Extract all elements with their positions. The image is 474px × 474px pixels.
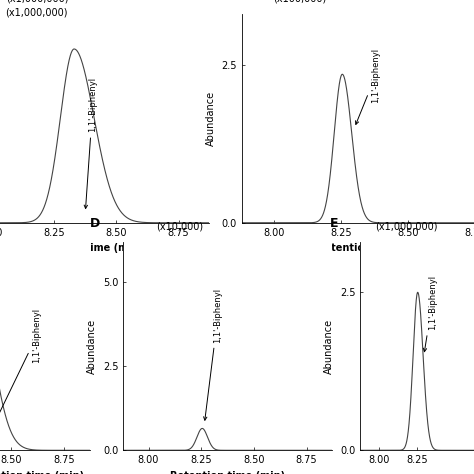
- Y-axis label: Abundance: Abundance: [206, 91, 216, 146]
- Text: 1,1'-Biphenyl: 1,1'-Biphenyl: [0, 308, 41, 438]
- Text: 1,1'-Biphenyl: 1,1'-Biphenyl: [84, 77, 97, 209]
- X-axis label: Retention time (min): Retention time (min): [170, 471, 285, 474]
- Text: B: B: [205, 0, 214, 2]
- Y-axis label: Abundance: Abundance: [87, 319, 97, 374]
- X-axis label: Retention time (min): Retention time (min): [28, 243, 143, 253]
- Y-axis label: Abundance: Abundance: [324, 319, 334, 374]
- Text: D: D: [90, 217, 100, 230]
- Text: 1,1'-Biphenyl: 1,1'-Biphenyl: [356, 47, 380, 124]
- X-axis label: Retention time (min): Retention time (min): [317, 243, 432, 253]
- Text: (x1,000,000): (x1,000,000): [375, 221, 438, 231]
- Text: (x1,000,000): (x1,000,000): [7, 0, 69, 4]
- Text: 1,1'-Biphenyl: 1,1'-Biphenyl: [204, 288, 222, 420]
- Text: E: E: [330, 217, 338, 230]
- Text: (x100,000): (x100,000): [273, 0, 327, 4]
- X-axis label: Retention time (min): Retention time (min): [0, 471, 83, 474]
- Text: (x10,000): (x10,000): [156, 221, 204, 231]
- Text: (x1,000,000): (x1,000,000): [5, 7, 67, 17]
- Text: 1,1'-Biphenyl: 1,1'-Biphenyl: [423, 275, 437, 352]
